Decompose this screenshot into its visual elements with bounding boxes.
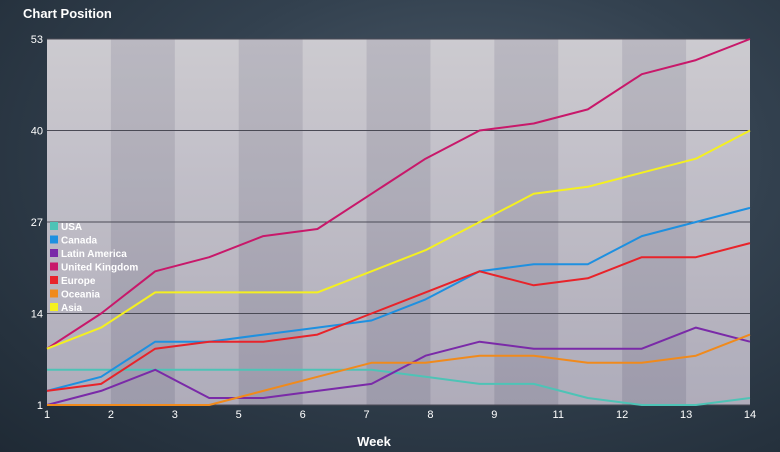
x-tick-label: 2 xyxy=(108,409,114,421)
legend-label: Asia xyxy=(61,303,83,314)
legend-swatch xyxy=(50,222,58,230)
chart-title: Chart Position xyxy=(23,6,112,21)
x-tick-label: 8 xyxy=(427,409,433,421)
legend-swatch xyxy=(50,235,58,244)
legend-label: Latin America xyxy=(61,249,127,260)
y-tick-label: 53 xyxy=(31,34,43,46)
x-tick-label: 14 xyxy=(744,409,756,421)
legend-label: Oceania xyxy=(61,290,100,301)
series-line-canada xyxy=(46,206,751,392)
x-tick-label: 6 xyxy=(300,409,306,421)
y-tick-label: 14 xyxy=(31,309,43,321)
x-tick-label: 1 xyxy=(44,409,50,421)
series-line-oceania xyxy=(47,333,751,406)
legend-label: United Kingdom xyxy=(61,263,138,274)
x-tick-label: 11 xyxy=(553,409,564,421)
x-tick-label: 3 xyxy=(172,409,178,421)
legend-label: Europe xyxy=(61,276,96,287)
x-tick-label: 7 xyxy=(363,409,369,421)
series-line-latin-america xyxy=(46,326,751,406)
x-tick-label: 9 xyxy=(491,409,497,421)
legend-swatch xyxy=(50,249,58,257)
series-line-united-kingdom xyxy=(46,38,751,350)
legend-label: USA xyxy=(61,222,82,233)
legend-swatch xyxy=(50,289,58,298)
x-tick-label: 5 xyxy=(236,409,242,421)
legend-swatch xyxy=(50,276,58,284)
legend-swatch xyxy=(50,262,58,271)
y-tick-label: 1 xyxy=(37,400,43,412)
x-tick-label: 12 xyxy=(616,409,628,421)
x-tick-label: 13 xyxy=(680,409,692,421)
series-line-asia xyxy=(46,129,751,350)
x-axis-label: Week xyxy=(357,434,391,449)
series-line-usa xyxy=(47,368,751,406)
legend-swatch xyxy=(50,303,58,311)
legend-label: Canada xyxy=(61,236,98,247)
y-tick-label: 40 xyxy=(31,126,43,138)
y-tick-label: 27 xyxy=(31,217,43,229)
series-line-europe xyxy=(46,242,751,392)
